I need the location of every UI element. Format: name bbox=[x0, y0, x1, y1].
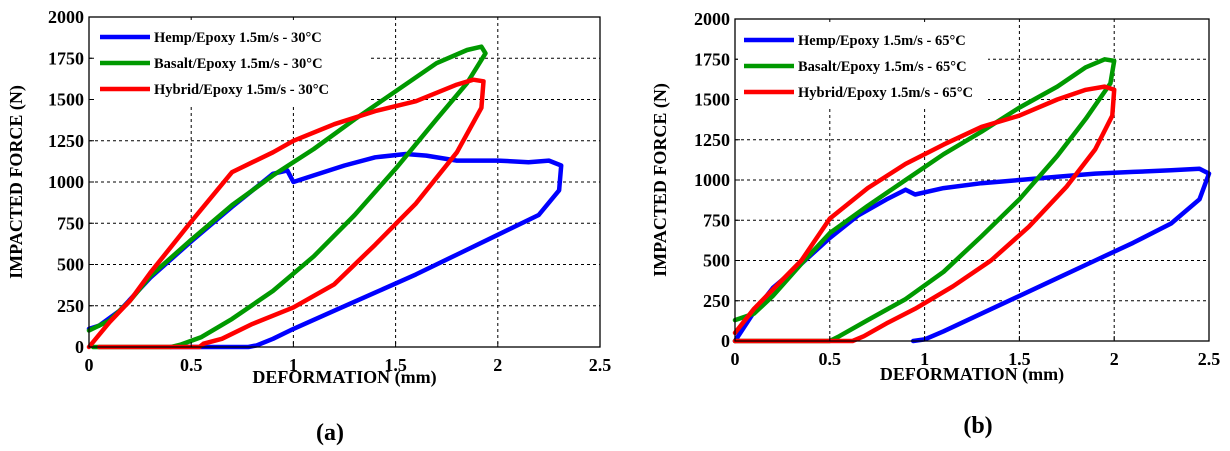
y-tick-label: 1500 bbox=[48, 90, 84, 110]
y-tick-label: 1250 bbox=[48, 131, 84, 151]
series-line-hybrid bbox=[86, 77, 486, 350]
x-tick-label: 2.5 bbox=[1198, 349, 1221, 369]
x-tick-label: 0.5 bbox=[180, 355, 203, 375]
x-tick-label: 1 bbox=[920, 349, 929, 369]
x-tick-label: 2.5 bbox=[589, 355, 612, 375]
legend-label: Hybrid/Epoxy 1.5m/s - 30°C bbox=[154, 82, 329, 98]
x-axis-label: DEFORMATION (mm) bbox=[252, 367, 436, 388]
y-tick-label: 500 bbox=[703, 251, 730, 271]
y-axis-label: IMPACTED FORCE (N) bbox=[6, 85, 27, 279]
x-tick-label: 1 bbox=[289, 355, 298, 375]
x-tick-label: 2 bbox=[1110, 349, 1119, 369]
legend-label: Basalt/Epoxy 1.5m/s - 65°C bbox=[798, 59, 967, 75]
series-line-hybrid bbox=[732, 84, 1117, 344]
y-axis-label: IMPACTED FORCE (N) bbox=[650, 83, 671, 277]
panel-label: (b) bbox=[963, 413, 992, 439]
y-tick-label: 250 bbox=[57, 296, 84, 316]
y-tick-label: 1750 bbox=[48, 48, 84, 68]
x-tick-label: 0.5 bbox=[819, 349, 842, 369]
chart-panel-b: 0 0.5 1 1.5 2 2.5 0 250 500 750 1000 1250 1500 1750 20… bbox=[650, 9, 1220, 439]
series-line-basalt bbox=[86, 44, 488, 350]
panel-label: (a) bbox=[316, 420, 344, 446]
y-tick-label: 250 bbox=[703, 291, 730, 311]
x-tick-label: 1.5 bbox=[1008, 349, 1031, 369]
x-tick-label: 1.5 bbox=[384, 355, 407, 375]
x-tick-label: 0 bbox=[85, 355, 94, 375]
legend-label: Hemp/Epoxy 1.5m/s - 30°C bbox=[154, 30, 322, 46]
legend-label: Hybrid/Epoxy 1.5m/s - 65°C bbox=[798, 85, 973, 101]
legend-label: Basalt/Epoxy 1.5m/s - 30°C bbox=[154, 56, 323, 72]
y-tick-label: 750 bbox=[703, 210, 730, 230]
y-tick-label: 2000 bbox=[694, 9, 730, 29]
y-tick-label: 0 bbox=[75, 337, 84, 357]
y-tick-label: 1500 bbox=[694, 90, 730, 110]
legend-label: Hemp/Epoxy 1.5m/s - 65°C bbox=[798, 33, 966, 49]
y-tick-label: 1000 bbox=[694, 170, 730, 190]
y-tick-label: 500 bbox=[57, 255, 84, 275]
chart-panel-a: 0 0.5 1 1.5 2 2.5 0 250 500 750 1000 1250 1500 1750 20… bbox=[6, 7, 611, 446]
y-tick-label: 2000 bbox=[48, 7, 84, 27]
y-tick-label: 750 bbox=[57, 213, 84, 233]
series-line-basalt bbox=[732, 57, 1117, 344]
y-tick-label: 0 bbox=[721, 331, 730, 351]
y-tick-label: 1000 bbox=[48, 172, 84, 192]
y-tick-label: 1750 bbox=[694, 49, 730, 69]
x-tick-label: 0 bbox=[731, 349, 740, 369]
y-tick-label: 1250 bbox=[694, 130, 730, 150]
x-axis-label: DEFORMATION (mm) bbox=[880, 364, 1064, 385]
series-line-hemp bbox=[732, 166, 1212, 344]
series-line-hemp bbox=[86, 151, 564, 350]
x-tick-label: 2 bbox=[493, 355, 502, 375]
